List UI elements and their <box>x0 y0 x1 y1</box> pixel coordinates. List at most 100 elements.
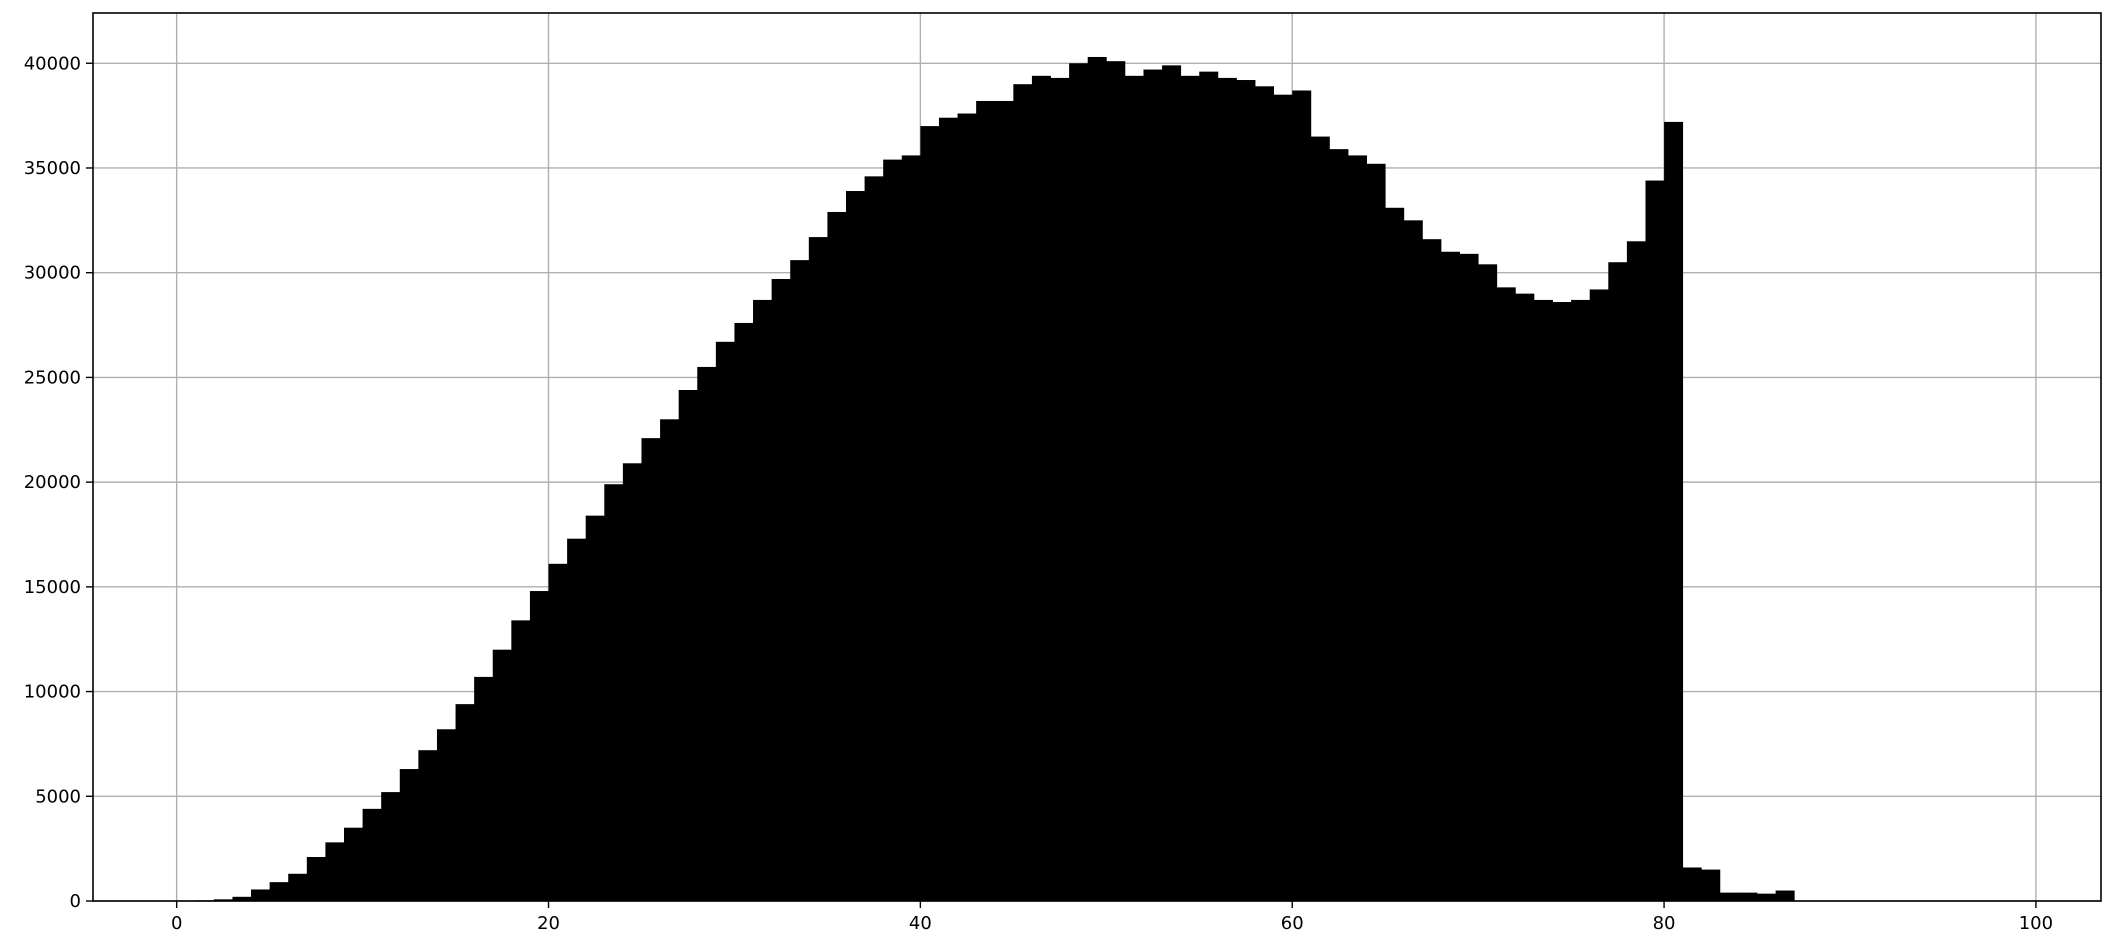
histogram-bar <box>1571 299 1591 901</box>
histogram-bar <box>697 366 717 902</box>
y-tick-label: 10000 <box>24 682 81 703</box>
histogram-bar <box>920 126 940 901</box>
histogram-bar <box>1515 293 1535 902</box>
y-tick-label: 25000 <box>24 367 81 388</box>
histogram-bar <box>1329 149 1349 901</box>
histogram-bar <box>1348 155 1367 901</box>
histogram-bar <box>846 191 865 902</box>
y-tick-label: 20000 <box>24 472 81 493</box>
histogram-bar <box>1199 71 1219 902</box>
histogram-bar <box>1775 890 1795 901</box>
histogram-bar <box>1050 77 1070 901</box>
histogram-bar <box>1422 239 1442 902</box>
histogram-bar <box>418 750 438 901</box>
histogram-bar <box>251 889 271 901</box>
histogram-bar <box>1738 892 1758 901</box>
histogram-bar <box>306 857 326 901</box>
histogram-bar <box>399 769 419 901</box>
histogram-bar <box>381 792 401 901</box>
histogram-bar <box>901 155 921 901</box>
histogram-bars <box>195 56 1795 902</box>
histogram-bar <box>1533 299 1553 901</box>
histogram-bar <box>1682 867 1702 901</box>
x-tick-label: 20 <box>537 913 560 934</box>
histogram-bar <box>678 389 698 901</box>
histogram-bar <box>1236 80 1256 902</box>
histogram-bar <box>455 704 475 901</box>
histogram-bar <box>1440 251 1460 902</box>
histogram-bar <box>232 896 252 901</box>
histogram-bar <box>1292 90 1312 902</box>
x-tick-label: 40 <box>909 913 932 934</box>
histogram-bar <box>1143 69 1163 901</box>
histogram-bar <box>1217 77 1237 901</box>
x-axis: 0 20 40 60 80 100 <box>171 901 2053 934</box>
histogram-bar <box>474 676 494 901</box>
histogram-bar <box>827 211 847 901</box>
histogram-bar <box>1701 869 1721 901</box>
histogram-bar <box>1385 207 1405 902</box>
histogram-bar <box>753 299 773 901</box>
y-tick-label: 40000 <box>24 53 81 74</box>
histogram-bar <box>1496 287 1516 901</box>
histogram-bar <box>808 237 828 901</box>
y-tick-label: 35000 <box>24 158 81 179</box>
histogram-bar <box>976 100 996 901</box>
histogram-bar <box>1255 86 1275 902</box>
histogram-bar <box>492 649 512 901</box>
histogram-bar <box>1162 65 1182 901</box>
x-tick-label: 60 <box>1281 913 1304 934</box>
y-tick-label: 0 <box>70 891 81 912</box>
histogram-bar <box>567 538 587 901</box>
histogram-bar <box>957 113 977 901</box>
plot-frame <box>92 12 2102 902</box>
histogram-bar <box>362 808 382 901</box>
histogram-bar <box>585 515 605 901</box>
y-tick-label: 5000 <box>35 786 81 807</box>
histogram-bar <box>511 620 531 901</box>
histogram-bar <box>1757 893 1777 901</box>
histogram-bar <box>344 827 363 901</box>
histogram-bar <box>604 484 624 901</box>
histogram-bar <box>622 463 642 901</box>
histogram-bar <box>938 117 958 901</box>
histogram-bar <box>790 260 810 901</box>
histogram-bar <box>1459 253 1479 901</box>
histogram-bar <box>1087 56 1107 901</box>
histogram-bar <box>529 591 549 901</box>
histogram-bar <box>864 176 884 901</box>
histogram-bar <box>771 278 791 901</box>
histogram-bar <box>1719 892 1739 901</box>
histogram-bar <box>1124 75 1144 901</box>
x-tick-label: 100 <box>2019 913 2053 934</box>
histogram-bar <box>1180 75 1200 901</box>
histogram-bar <box>734 322 754 901</box>
x-tick-label: 80 <box>1653 913 1676 934</box>
y-tick-label: 30000 <box>24 263 81 284</box>
histogram-bar <box>641 438 661 901</box>
histogram-bar <box>715 341 735 902</box>
x-tick-label: 0 <box>171 913 182 934</box>
histogram-bar <box>213 899 233 901</box>
histogram-bar <box>1626 241 1646 901</box>
histogram-bar <box>1273 94 1293 901</box>
histogram-bar <box>325 842 345 901</box>
histogram-bar <box>1664 121 1684 902</box>
histogram-bar <box>1069 63 1089 901</box>
histogram-bar <box>883 159 903 902</box>
histogram-bar <box>1645 180 1665 901</box>
histogram-bar <box>1013 84 1033 902</box>
histogram-bar <box>1478 264 1498 901</box>
histogram-bar <box>660 419 680 901</box>
y-tick-label: 15000 <box>24 577 81 598</box>
histogram-bar <box>269 882 289 901</box>
histogram-bar <box>1403 220 1423 902</box>
histogram-bar <box>1031 75 1051 901</box>
histogram-bar <box>1310 136 1330 901</box>
histogram-bar <box>1366 163 1386 901</box>
histogram-bar <box>436 729 456 901</box>
histogram-bar <box>288 873 308 901</box>
histogram-bar <box>548 563 568 901</box>
histogram-bar <box>1589 289 1609 901</box>
